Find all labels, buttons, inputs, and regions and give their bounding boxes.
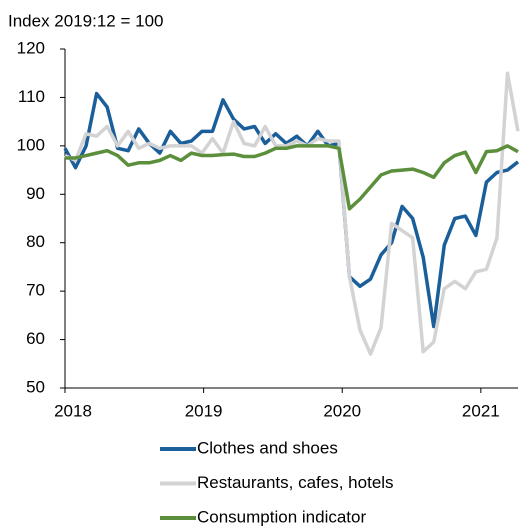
y-tick-label: 70 bbox=[26, 281, 45, 300]
y-tick-label: 100 bbox=[17, 135, 45, 154]
y-tick-label: 110 bbox=[18, 87, 45, 106]
x-tick-label: 2019 bbox=[185, 401, 223, 420]
y-tick-label: 60 bbox=[26, 329, 45, 348]
x-tick-label: 2021 bbox=[462, 401, 500, 420]
x-tick-label: 2020 bbox=[323, 401, 361, 420]
y-tick-label: 90 bbox=[26, 184, 45, 203]
x-tick-label: 2018 bbox=[54, 401, 92, 420]
legend-label: Restaurants, cafes, hotels bbox=[197, 473, 394, 492]
legend-label: Consumption indicator bbox=[197, 507, 366, 526]
series-line bbox=[64, 71, 520, 356]
series-line bbox=[63, 91, 520, 329]
y-tick-label: 50 bbox=[26, 377, 45, 396]
y-tick-label: 120 bbox=[17, 38, 45, 57]
legend-label: Clothes and shoes bbox=[197, 438, 338, 457]
y-axis-label: Index 2019:12 = 100 bbox=[8, 11, 164, 30]
y-tick-label: 80 bbox=[26, 232, 45, 251]
series-line bbox=[65, 144, 519, 211]
